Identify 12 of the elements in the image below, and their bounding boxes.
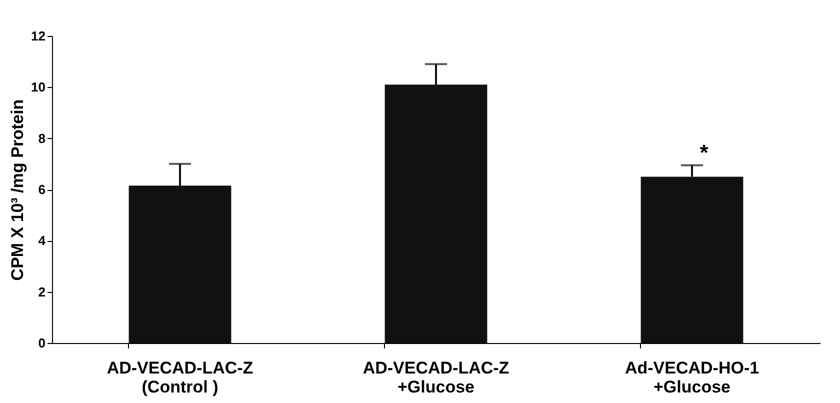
y-tick-label: 0: [38, 336, 46, 350]
y-tick-label: 2: [38, 284, 46, 300]
y-tick-label: 12: [31, 28, 46, 44]
y-tick-label: 6: [38, 182, 46, 197]
annotation: *: [700, 140, 709, 166]
y-tick-label: 8: [38, 130, 46, 146]
x-tick-label: AD-VECAD-LAC-Z (Control ): [106, 358, 254, 396]
y-tick-label: 10: [31, 80, 46, 95]
y-axis-title: CPM X 10³ /mg Protein: [8, 99, 28, 281]
x-tick-label: AD-VECAD-LAC-Z +Glucose: [362, 358, 510, 396]
y-tick-label: 4: [38, 233, 46, 248]
x-tick-label: Ad-VECAD-HO-1 +Glucose: [624, 358, 760, 396]
